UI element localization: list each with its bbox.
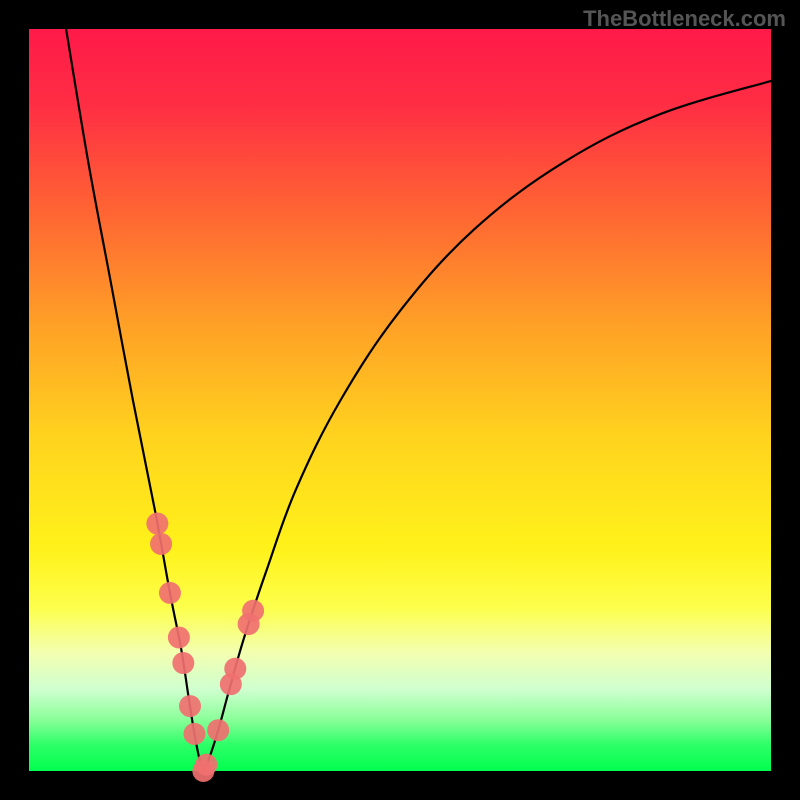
data-marker <box>179 695 201 717</box>
data-marker <box>195 754 217 776</box>
watermark-text: TheBottleneck.com <box>583 6 786 32</box>
plot-area <box>29 29 771 771</box>
data-marker <box>183 723 205 745</box>
data-marker <box>146 513 168 535</box>
chart-svg <box>0 0 800 800</box>
data-marker <box>207 719 229 741</box>
data-marker <box>242 600 264 622</box>
bottleneck-chart: TheBottleneck.com <box>0 0 800 800</box>
data-marker <box>224 658 246 680</box>
data-marker <box>172 652 194 674</box>
data-marker <box>168 626 190 648</box>
data-marker <box>150 533 172 555</box>
data-marker <box>159 582 181 604</box>
